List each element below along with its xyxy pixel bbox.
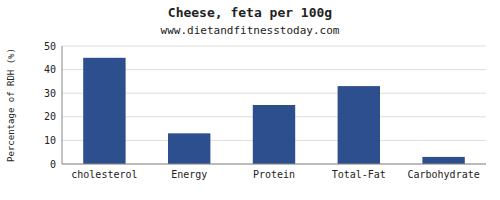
x-tick-label: Total-Fat <box>332 169 386 180</box>
bar <box>253 105 295 164</box>
y-axis: 0 10 20 30 40 50 <box>44 41 56 170</box>
x-tick-label: Carbohydrate <box>407 169 479 180</box>
bar <box>338 86 380 164</box>
bar <box>83 58 125 164</box>
grid-line <box>62 46 486 47</box>
chart: 0 10 20 30 40 50 cholesterol Energy Protein Total… <box>0 0 500 200</box>
bar <box>422 157 464 164</box>
y-axis-label: Percentage of RDH (%) <box>6 48 16 162</box>
y-grid <box>62 46 486 164</box>
bars <box>83 58 465 164</box>
y-axis-line <box>62 46 63 164</box>
y-tick-label: 40 <box>44 64 56 75</box>
title: Cheese, feta per 100g <box>168 5 332 20</box>
y-tick-label: 10 <box>44 135 56 146</box>
y-tick-label: 0 <box>50 159 56 170</box>
x-tick-label: Protein <box>253 169 295 180</box>
x-axis-line <box>62 164 486 165</box>
y-tick-label: 50 <box>44 41 56 52</box>
x-tick-label: Energy <box>171 169 207 180</box>
bar <box>168 133 210 164</box>
x-tick-label: cholesterol <box>71 169 137 180</box>
x-axis: cholesterol Energy Protein Total-Fat Carbohy… <box>71 169 479 180</box>
grid-line <box>62 164 486 165</box>
subtitle: www.dietandfitnesstoday.com <box>161 24 340 37</box>
y-tick-label: 30 <box>44 88 56 99</box>
y-tick-label: 20 <box>44 111 56 122</box>
